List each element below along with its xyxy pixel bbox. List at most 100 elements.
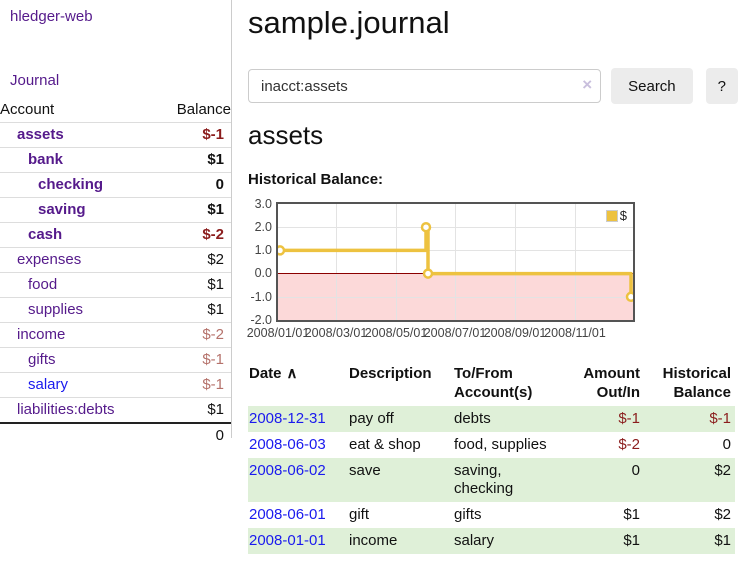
account-link-expenses[interactable]: expenses <box>17 251 82 268</box>
search-button[interactable]: Search <box>611 68 693 104</box>
register-table: Date ∧ Description To/From Account(s) Amo… <box>248 362 735 554</box>
x-tick-label: 2008/03/01 <box>304 326 368 340</box>
transaction-amount: $1 <box>558 528 644 554</box>
account-balance: $1 <box>115 397 231 423</box>
accounts-header-row: Account Balance <box>0 98 231 123</box>
account-link-supplies[interactable]: supplies <box>28 301 84 318</box>
accounts-total-balance: 0 <box>115 422 231 448</box>
historical-column-header: Historical Balance <box>662 365 731 401</box>
account-balance: $-2 <box>115 222 231 248</box>
y-tick-label: 2.0 <box>254 220 272 234</box>
legend-swatch-icon <box>605 209 618 222</box>
account-row: liabilities:debts $1 <box>0 397 231 423</box>
y-tick-label: 1.0 <box>254 243 272 257</box>
transaction-historical-balance: $2 <box>644 458 735 502</box>
account-link-liabilities-debts[interactable]: liabilities:debts <box>17 401 115 418</box>
transaction-accounts: salary <box>450 528 558 554</box>
data-point[interactable] <box>420 221 432 233</box>
tofrom-column-header: To/From Account(s) <box>454 365 533 401</box>
x-tick-label: 2008/01/01 <box>246 326 310 340</box>
sidebar-accounts-table: Account Balance assets $-1 bank $1 check… <box>0 98 231 448</box>
account-row: assets $-1 <box>0 122 231 148</box>
account-balance: $-1 <box>115 347 231 373</box>
transaction-row: 2008-12-31 pay off debts $-1 $-1 <box>248 406 735 432</box>
data-point[interactable] <box>422 268 434 279</box>
account-link-cash[interactable]: cash <box>28 226 63 243</box>
transaction-amount: $-2 <box>618 436 640 453</box>
transaction-date-link[interactable]: 2008-01-01 <box>249 532 326 549</box>
search-input[interactable] <box>248 69 602 103</box>
x-tick-label: 2008/09/01 <box>483 326 547 340</box>
account-balance: $1 <box>115 147 231 173</box>
transaction-description: pay off <box>345 406 450 432</box>
balance-series <box>278 221 633 303</box>
legend-label: $ <box>619 208 627 223</box>
x-tick-label: 2008/07/01 <box>423 326 487 340</box>
x-tick-label: 2008/11/01 <box>544 326 606 340</box>
account-balance: 0 <box>115 172 231 198</box>
transaction-description: income <box>345 528 450 554</box>
transaction-amount: $-1 <box>558 406 644 432</box>
account-balance: $-1 <box>115 372 231 398</box>
data-point[interactable] <box>278 245 286 256</box>
account-row: salary $-1 <box>0 372 231 398</box>
page-title: sample.journal <box>248 5 450 40</box>
date-column-header[interactable]: Date ∧ <box>249 365 298 382</box>
account-row: food $1 <box>0 272 231 298</box>
account-balance: $-1 <box>115 122 231 148</box>
account-link-food[interactable]: food <box>28 276 58 293</box>
transaction-accounts: food, supplies <box>454 436 547 453</box>
account-link-bank[interactable]: bank <box>28 151 64 168</box>
account-link-salary[interactable]: salary <box>28 376 69 393</box>
chart-plot-area[interactable]: $ <box>276 202 635 322</box>
account-row: expenses $2 <box>0 247 231 273</box>
account-link-gifts[interactable]: gifts <box>28 351 56 368</box>
transaction-date-link[interactable]: 2008-12-31 <box>249 410 326 427</box>
account-balance: $1 <box>115 297 231 323</box>
gridline <box>336 204 337 320</box>
x-tick-label: 2008/05/01 <box>364 326 428 340</box>
account-link-checking[interactable]: checking <box>38 176 104 193</box>
transaction-amount: $1 <box>623 506 640 523</box>
balance-step-line <box>278 225 633 299</box>
y-tick-label: -1.0 <box>250 290 272 304</box>
account-balance: $1 <box>115 197 231 223</box>
account-link-assets[interactable]: assets <box>17 126 64 143</box>
sort-asc-icon: ∧ <box>286 365 298 382</box>
account-heading: assets <box>248 120 324 150</box>
account-row: checking 0 <box>0 172 231 198</box>
transaction-row: 2008-01-01 income salary $1 $1 <box>248 528 735 554</box>
chart-legend: $ <box>603 207 629 224</box>
account-link-income[interactable]: income <box>17 326 66 343</box>
transaction-accounts: saving, checking <box>450 458 558 502</box>
transaction-historical-balance: 0 <box>722 436 731 453</box>
amount-column-header: Amount Out/In <box>583 365 640 401</box>
transaction-historical-balance: $-1 <box>644 406 735 432</box>
register-header-row: Date ∧ Description To/From Account(s) Amo… <box>248 362 735 406</box>
transaction-date-link[interactable]: 2008-06-03 <box>249 436 326 453</box>
transaction-date-link[interactable]: 2008-06-02 <box>249 462 326 479</box>
y-tick-label: 3.0 <box>254 197 272 211</box>
historical-balance-chart: 3.0 2.0 1.0 0.0 -1.0 -2.0 <box>246 197 738 340</box>
account-row: cash $-2 <box>0 222 231 248</box>
account-balance: $2 <box>115 247 231 273</box>
account-link-saving[interactable]: saving <box>38 201 86 218</box>
search-help-button[interactable]: ? <box>705 68 738 104</box>
clear-search-icon[interactable]: × <box>582 75 593 94</box>
data-point[interactable] <box>625 291 633 303</box>
transaction-historical-balance: $1 <box>644 528 735 554</box>
account-row: income $-2 <box>0 322 231 348</box>
main-content: sample.journal × Search ? assets Histori… <box>246 0 738 554</box>
gridline <box>515 204 516 320</box>
app-title-link[interactable]: hledger-web <box>10 8 93 25</box>
transaction-historical-balance: $2 <box>714 506 731 523</box>
account-balance: $1 <box>115 272 231 298</box>
sidebar: hledger-web Journal Account Balance asse… <box>0 0 232 448</box>
y-tick-label: 0.0 <box>254 266 272 280</box>
gridline <box>575 204 576 320</box>
transaction-accounts: debts <box>450 406 558 432</box>
transaction-row: 2008-06-03 eat & shop food, supplies $-2… <box>248 432 735 458</box>
transaction-date-link[interactable]: 2008-06-01 <box>249 506 326 523</box>
transaction-row: 2008-06-02 save saving, checking 0 $2 <box>248 458 735 502</box>
sidebar-item-journal[interactable]: Journal <box>10 72 60 89</box>
